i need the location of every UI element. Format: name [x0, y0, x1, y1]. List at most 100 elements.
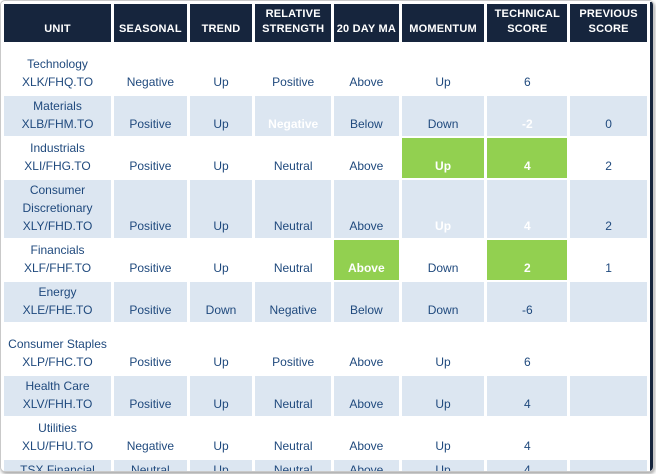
unit-name: Consumer Discretionary	[22, 183, 93, 215]
trend-cell: Up	[189, 460, 253, 471]
table-row-consumer-discretionary: Consumer Discretionary XLY/FHD.TO Positi…	[4, 180, 647, 238]
unit-ticker: XLB/FHM.TO	[21, 117, 94, 131]
unit-name: Consumer Staples	[8, 337, 107, 351]
col-header-relative-strength: RELATIVE STRENGTH	[255, 4, 332, 42]
trend-cell: Up	[189, 376, 253, 416]
header-row: UNIT SEASONAL TREND RELATIVE STRENGTH 20…	[4, 4, 647, 42]
previous-score-cell: 2	[570, 138, 647, 178]
unit-cell: Financials XLF/FHF.TO	[4, 240, 112, 280]
relative-strength-cell: Neutral	[255, 180, 332, 238]
table-row-technology: Technology XLK/FHQ.TO Negative Up Positi…	[4, 44, 647, 94]
unit-cell: Energy XLE/FHE.TO	[4, 282, 112, 322]
technical-score-cell: 4	[487, 418, 568, 458]
seasonal-cell: Positive	[114, 282, 187, 322]
unit-ticker: XLY/FHD.TO	[22, 219, 93, 233]
previous-score-cell	[570, 460, 647, 471]
20-day-ma-cell: Above	[334, 460, 399, 471]
previous-score-cell: 1	[570, 240, 647, 280]
unit-ticker: XLE/FHE.TO	[22, 303, 93, 317]
seasonal-cell: Positive	[114, 96, 187, 136]
unit-cell: Industrials XLI/FHG.TO	[4, 138, 112, 178]
seasonal-cell: Positive	[114, 376, 187, 416]
momentum-cell: Down	[401, 240, 485, 280]
col-header-seasonal: SEASONAL	[114, 4, 187, 42]
seasonal-cell: Positive	[114, 138, 187, 178]
seasonal-cell: Positive	[114, 240, 187, 280]
previous-score-cell	[570, 376, 647, 416]
relative-strength-cell: Positive	[255, 324, 332, 374]
unit-ticker: XLK/FHQ.TO	[21, 75, 94, 89]
seasonal-cell: Positive	[114, 324, 187, 374]
table-row-utilities: Utilities XLU/FHU.TO Negative Up Neutral…	[4, 418, 647, 458]
momentum-cell: Up	[401, 460, 485, 471]
trend-cell: Down	[189, 282, 253, 322]
20-day-ma-cell: Below	[334, 282, 399, 322]
unit-ticker: XLI/FHG.TO	[24, 159, 91, 173]
unit-ticker: XLF/FHF.TO	[23, 261, 92, 275]
previous-score-cell: 0	[570, 96, 647, 136]
technical-score-cell: 4	[487, 180, 568, 238]
seasonal-cell: Negative	[114, 44, 187, 94]
unit-cell: Materials XLB/FHM.TO	[4, 96, 112, 136]
table-row-tsx-financial: TSX Financial Neutral Up Neutral Above U…	[4, 460, 647, 471]
trend-cell: Up	[189, 44, 253, 94]
relative-strength-cell: Neutral	[255, 138, 332, 178]
20-day-ma-cell: Below	[334, 96, 399, 136]
technical-score-cell: 4	[487, 376, 568, 416]
col-header-trend: TREND	[189, 4, 253, 42]
relative-strength-cell: Neutral	[255, 460, 332, 471]
20-day-ma-cell: Above	[334, 376, 399, 416]
col-header-technical-score: TECHNICAL SCORE	[487, 4, 568, 42]
trend-cell: Up	[189, 324, 253, 374]
momentum-cell: Up	[401, 418, 485, 458]
col-header-momentum: MOMENTUM	[401, 4, 485, 42]
technical-score-cell: -6	[487, 282, 568, 322]
unit-cell: Technology XLK/FHQ.TO	[4, 44, 112, 94]
table-row-consumer-staples: Consumer Staples XLP/FHC.TO Positive Up …	[4, 324, 647, 374]
technical-score-cell: 6	[487, 324, 568, 374]
seasonal-cell: Negative	[114, 418, 187, 458]
20-day-ma-cell: Above	[334, 44, 399, 94]
col-header-previous-score: PREVIOUS SCORE	[570, 4, 647, 42]
table-row-financials: Financials XLF/FHF.TO Positive Up Neutra…	[4, 240, 647, 280]
unit-ticker: XLP/FHC.TO	[22, 355, 93, 369]
20-day-ma-cell: Above	[334, 180, 399, 238]
momentum-cell: Up	[401, 376, 485, 416]
trend-cell: Up	[189, 138, 253, 178]
unit-cell: Consumer Discretionary XLY/FHD.TO	[4, 180, 112, 238]
unit-name: Utilities	[38, 421, 77, 435]
unit-name: Financials	[30, 243, 85, 257]
momentum-cell: Down	[401, 282, 485, 322]
technical-score-cell: 2	[487, 240, 568, 280]
unit-cell: TSX Financial	[4, 460, 112, 471]
relative-strength-cell: Negative	[255, 96, 332, 136]
technical-score-cell: 4	[487, 138, 568, 178]
momentum-cell: Up	[401, 324, 485, 374]
trend-cell: Up	[189, 418, 253, 458]
20-day-ma-cell: Above	[334, 138, 399, 178]
relative-strength-cell: Neutral	[255, 240, 332, 280]
unit-name: Industrials	[30, 141, 85, 155]
unit-cell: Health Care XLV/FHH.TO	[4, 376, 112, 416]
20-day-ma-cell: Above	[334, 240, 399, 280]
previous-score-cell: 2	[570, 180, 647, 238]
momentum-cell: Up	[401, 138, 485, 178]
relative-strength-cell: Neutral	[255, 376, 332, 416]
seasonal-cell: Neutral	[114, 460, 187, 471]
momentum-cell: Down	[401, 96, 485, 136]
unit-ticker: XLU/FHU.TO	[21, 439, 94, 453]
previous-score-cell	[570, 324, 647, 374]
previous-score-cell	[570, 282, 647, 322]
trend-cell: Up	[189, 240, 253, 280]
trend-cell: Up	[189, 96, 253, 136]
unit-name: Materials	[33, 99, 82, 113]
table-row-health-care: Health Care XLV/FHH.TO Positive Up Neutr…	[4, 376, 647, 416]
trend-cell: Up	[189, 180, 253, 238]
unit-cell: Utilities XLU/FHU.TO	[4, 418, 112, 458]
technical-score-cell: 6	[487, 44, 568, 94]
unit-ticker: XLV/FHH.TO	[22, 397, 93, 411]
unit-cell: Consumer Staples XLP/FHC.TO	[4, 324, 112, 374]
momentum-cell: Up	[401, 44, 485, 94]
